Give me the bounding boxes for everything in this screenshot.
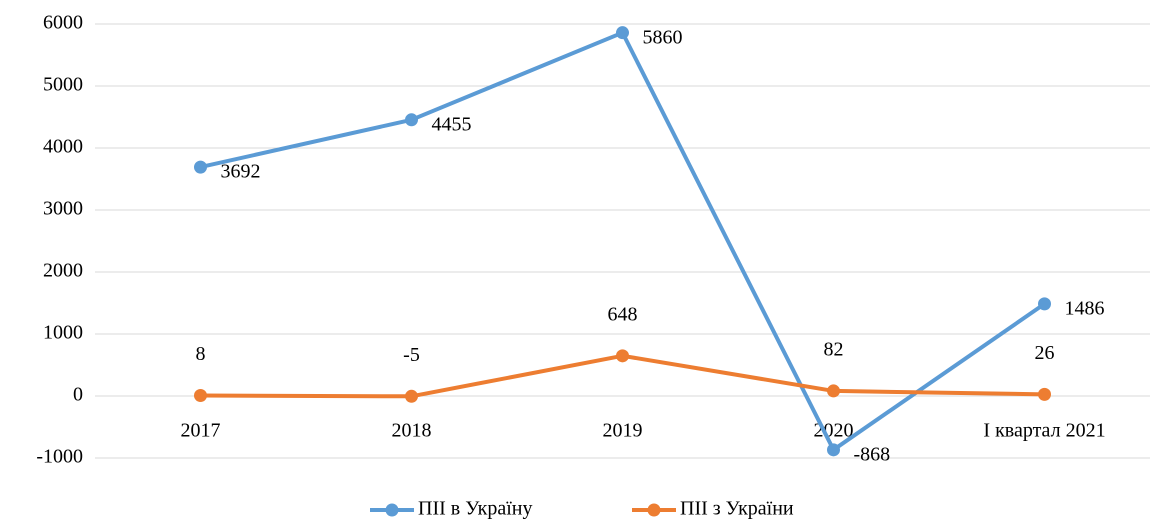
data-label: 4455 <box>432 113 472 135</box>
marker <box>827 384 840 398</box>
data-label: -5 <box>403 344 420 366</box>
marker <box>1038 387 1051 401</box>
marker <box>194 160 207 174</box>
legend-label: ПІІ в Україну <box>418 498 532 520</box>
legend-marker <box>385 503 399 517</box>
x-tick-label: 2019 <box>603 420 643 442</box>
legend-label: ПІІ з України <box>680 498 794 520</box>
marker <box>616 26 629 40</box>
data-label: 8 <box>196 343 206 365</box>
data-label: 26 <box>1035 342 1055 364</box>
x-tick-label: 2020 <box>814 420 854 442</box>
marker <box>616 349 629 363</box>
data-label: 5860 <box>643 26 683 48</box>
y-tick-label: 1000 <box>43 322 83 344</box>
data-label: 3692 <box>221 161 261 183</box>
x-tick-label: I квартал 2021 <box>983 420 1105 442</box>
y-tick-label: 6000 <box>43 12 83 34</box>
y-tick-label: 5000 <box>43 74 83 96</box>
data-label: -868 <box>854 443 891 465</box>
y-tick-label: 4000 <box>43 136 83 158</box>
marker <box>194 389 207 403</box>
legend-marker <box>647 503 661 517</box>
data-label: 82 <box>824 339 844 361</box>
data-label: 648 <box>608 303 638 325</box>
y-tick-label: 3000 <box>43 198 83 220</box>
data-label: 1486 <box>1065 297 1105 319</box>
marker <box>1038 297 1051 311</box>
y-tick-label: -1000 <box>36 446 83 468</box>
series-line <box>200 30 1046 452</box>
marker <box>405 389 418 403</box>
y-tick-label: 0 <box>73 384 83 406</box>
x-tick-label: 2018 <box>392 420 432 442</box>
x-tick-label: 2017 <box>181 420 221 442</box>
marker <box>405 113 418 127</box>
marker <box>827 443 840 457</box>
y-tick-label: 2000 <box>43 260 83 282</box>
